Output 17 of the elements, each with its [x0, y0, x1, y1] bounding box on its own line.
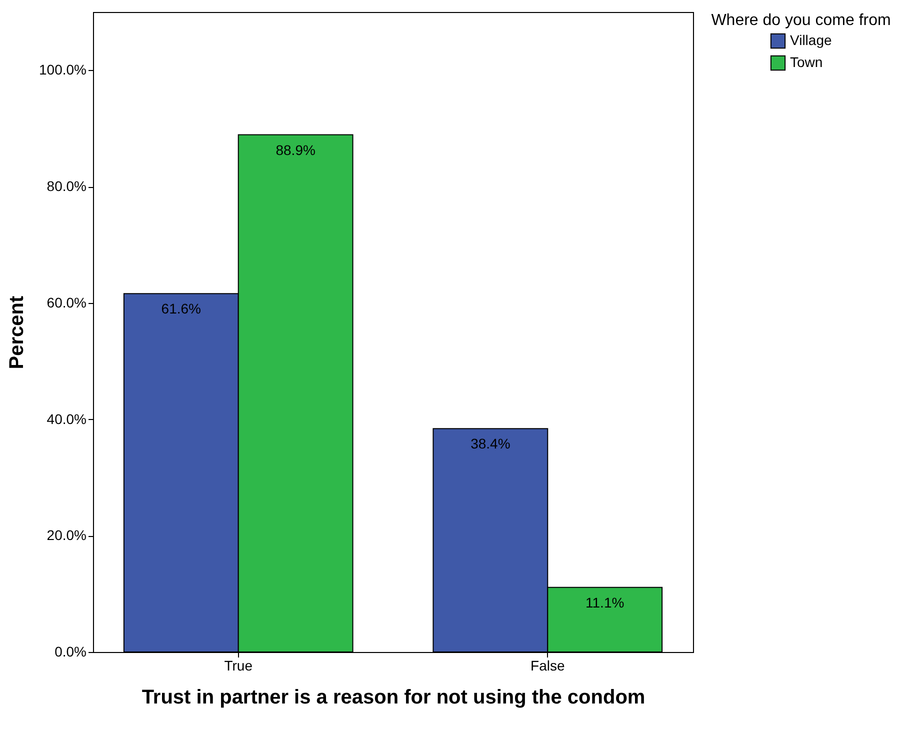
y-tick-label: 40.0%	[46, 410, 86, 427]
data-label: 61.6%	[161, 300, 201, 317]
data-label: 11.1%	[586, 594, 624, 610]
y-tick-label: 0.0%	[54, 644, 86, 660]
y-tick-label: 80.0%	[46, 178, 86, 194]
legend-label: Village	[790, 32, 832, 48]
x-tick-label: False	[530, 658, 565, 674]
y-axis-title: Percent	[6, 295, 28, 370]
y-tick-label: 20.0%	[46, 527, 86, 544]
y-tick-label: 100.0%	[39, 62, 86, 78]
legend-label: Town	[790, 54, 823, 70]
legend-title: Where do you come from	[711, 12, 891, 29]
x-tick-label: True	[224, 658, 253, 674]
x-axis-title: Trust in partner is a reason for not using the condom	[142, 686, 646, 708]
data-label: 38.4%	[470, 436, 510, 452]
y-tick-label: 60.0%	[46, 294, 86, 310]
data-label: 88.9%	[276, 142, 316, 158]
